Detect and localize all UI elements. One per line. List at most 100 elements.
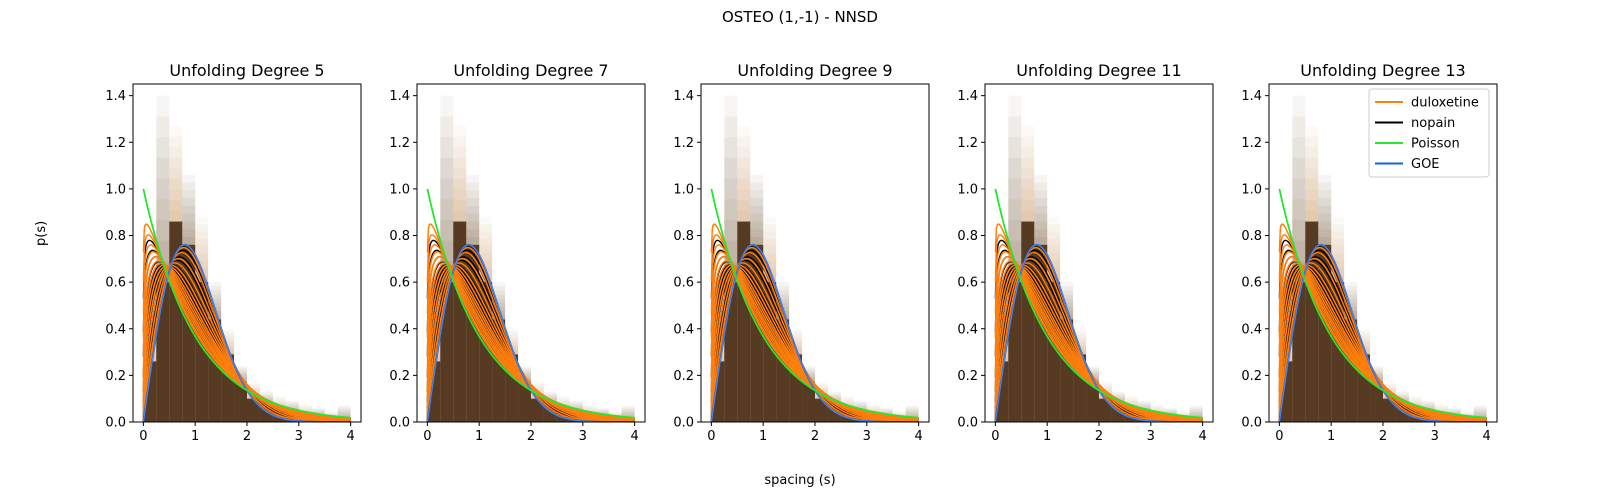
plot-area (1278, 95, 1487, 422)
y-tick-label: 1.2 (389, 136, 410, 151)
legend-label-poisson: Poisson (1411, 137, 1460, 152)
x-tick-label: 1 (191, 429, 199, 444)
x-tick-label: 0 (139, 429, 147, 444)
y-tick-label: 0.2 (957, 369, 978, 384)
x-tick-label: 3 (1431, 429, 1439, 444)
y-tick-label: 0.8 (389, 229, 410, 244)
subplot-title: Unfolding Degree 11 (1016, 61, 1181, 80)
histogram-bar (621, 410, 635, 422)
plot-area (710, 95, 919, 422)
x-tick-label: 2 (527, 429, 535, 444)
y-tick-label: 1.2 (673, 136, 694, 151)
y-tick-label: 1.2 (105, 136, 126, 151)
y-tick-label: 0.2 (673, 369, 694, 384)
x-tick-label: 3 (1147, 429, 1155, 444)
x-tick-label: 0 (423, 429, 431, 444)
x-tick-label: 1 (1327, 429, 1335, 444)
subplot-title: Unfolding Degree 13 (1300, 61, 1465, 80)
histogram-bar (802, 382, 815, 422)
histogram-bar (1189, 410, 1203, 422)
subplot-5: 0 1 2 3 4 0.0 0.2 0.4 0.6 0.8 1.0 1.2 1.4 Unfolding D… (1241, 61, 1498, 444)
y-tick-label: 0.0 (1241, 416, 1262, 431)
x-tick-label: 4 (1198, 429, 1206, 444)
x-tick-label: 3 (579, 429, 587, 444)
legend-label-duloxetine: duloxetine (1411, 96, 1479, 111)
y-tick-label: 1.2 (1241, 136, 1262, 151)
y-tick-label: 0.4 (1241, 322, 1262, 337)
y-tick-label: 1.0 (389, 182, 410, 197)
x-tick-label: 2 (811, 429, 819, 444)
y-tick-label: 1.0 (957, 182, 978, 197)
y-tick-label: 1.4 (105, 89, 126, 104)
poisson-curve (710, 188, 919, 419)
x-axis-label: spacing (s) (764, 473, 836, 488)
y-tick-label: 1.0 (673, 182, 694, 197)
x-tick-label: 4 (630, 429, 638, 444)
plot-area (994, 95, 1203, 422)
y-tick-label: 0.2 (105, 369, 126, 384)
x-tick-label: 1 (759, 429, 767, 444)
y-tick-label: 0.2 (1241, 369, 1262, 384)
y-tick-label: 0.6 (105, 276, 126, 291)
y-tick-label: 0.2 (389, 369, 410, 384)
y-tick-label: 0.8 (673, 229, 694, 244)
x-tick-label: 4 (346, 429, 354, 444)
x-tick-label: 1 (1043, 429, 1051, 444)
y-tick-label: 1.2 (957, 136, 978, 151)
legend-label-nopain: nopain (1411, 116, 1455, 131)
x-tick-label: 4 (1482, 429, 1490, 444)
subplot-3: 0 1 2 3 4 0.0 0.2 0.4 0.6 0.8 1.0 1.2 1.4 Unfolding D… (673, 61, 930, 444)
x-tick-label: 4 (914, 429, 922, 444)
y-tick-label: 0.4 (957, 322, 978, 337)
subplot-4: 0 1 2 3 4 0.0 0.2 0.4 0.6 0.8 1.0 1.2 1.4 Unfolding D… (957, 61, 1214, 444)
x-tick-label: 3 (295, 429, 303, 444)
histogram-bar (518, 382, 531, 422)
histogram-bar (905, 410, 919, 422)
subplot-title: Unfolding Degree 9 (737, 61, 892, 80)
x-tick-label: 2 (1379, 429, 1387, 444)
subplot-title: Unfolding Degree 5 (169, 61, 324, 80)
y-tick-label: 1.4 (389, 89, 410, 104)
histogram-bar (1086, 382, 1099, 422)
y-tick-label: 1.0 (1241, 182, 1262, 197)
y-tick-label: 1.4 (673, 89, 694, 104)
y-tick-label: 0.8 (957, 229, 978, 244)
figure-title: OSTEO (1,-1) - NNSD (722, 8, 878, 26)
x-tick-label: 0 (1275, 429, 1283, 444)
poisson-curve (1278, 188, 1487, 419)
y-tick-label: 1.4 (1241, 89, 1262, 104)
poisson-curve (994, 188, 1203, 419)
y-tick-label: 0.0 (957, 416, 978, 431)
y-tick-label: 0.6 (389, 276, 410, 291)
y-tick-label: 1.0 (105, 182, 126, 197)
x-tick-label: 2 (1095, 429, 1103, 444)
histogram-bar (234, 382, 247, 422)
x-tick-label: 3 (863, 429, 871, 444)
legend: duloxetine nopain Poisson GOE (1368, 88, 1490, 178)
y-tick-label: 0.0 (673, 416, 694, 431)
y-tick-label: 0.6 (957, 276, 978, 291)
histogram-bar (337, 410, 351, 422)
y-tick-label: 1.4 (957, 89, 978, 104)
x-tick-label: 0 (991, 429, 999, 444)
y-tick-label: 0.8 (105, 229, 126, 244)
y-tick-label: 0.6 (673, 276, 694, 291)
y-tick-label: 0.4 (105, 322, 126, 337)
plot-area (142, 95, 351, 422)
y-tick-label: 0.6 (1241, 276, 1262, 291)
poisson-curve (426, 188, 635, 419)
y-tick-label: 0.0 (389, 416, 410, 431)
subplot-2: 0 1 2 3 4 0.0 0.2 0.4 0.6 0.8 1.0 1.2 1.4 Unfolding D… (389, 61, 646, 444)
plot-area (426, 95, 635, 422)
x-tick-label: 1 (475, 429, 483, 444)
subplot-1: 0 1 2 3 4 0.0 0.2 0.4 0.6 0.8 1.0 1.2 1.4 Unfolding D… (105, 61, 362, 444)
y-tick-label: 0.4 (389, 322, 410, 337)
y-tick-label: 0.0 (105, 416, 126, 431)
legend-box (1368, 88, 1490, 178)
x-tick-label: 2 (243, 429, 251, 444)
histogram-bar (1473, 410, 1487, 422)
histogram-bar (1370, 382, 1383, 422)
subplot-title: Unfolding Degree 7 (453, 61, 608, 80)
poisson-curve (142, 188, 351, 419)
